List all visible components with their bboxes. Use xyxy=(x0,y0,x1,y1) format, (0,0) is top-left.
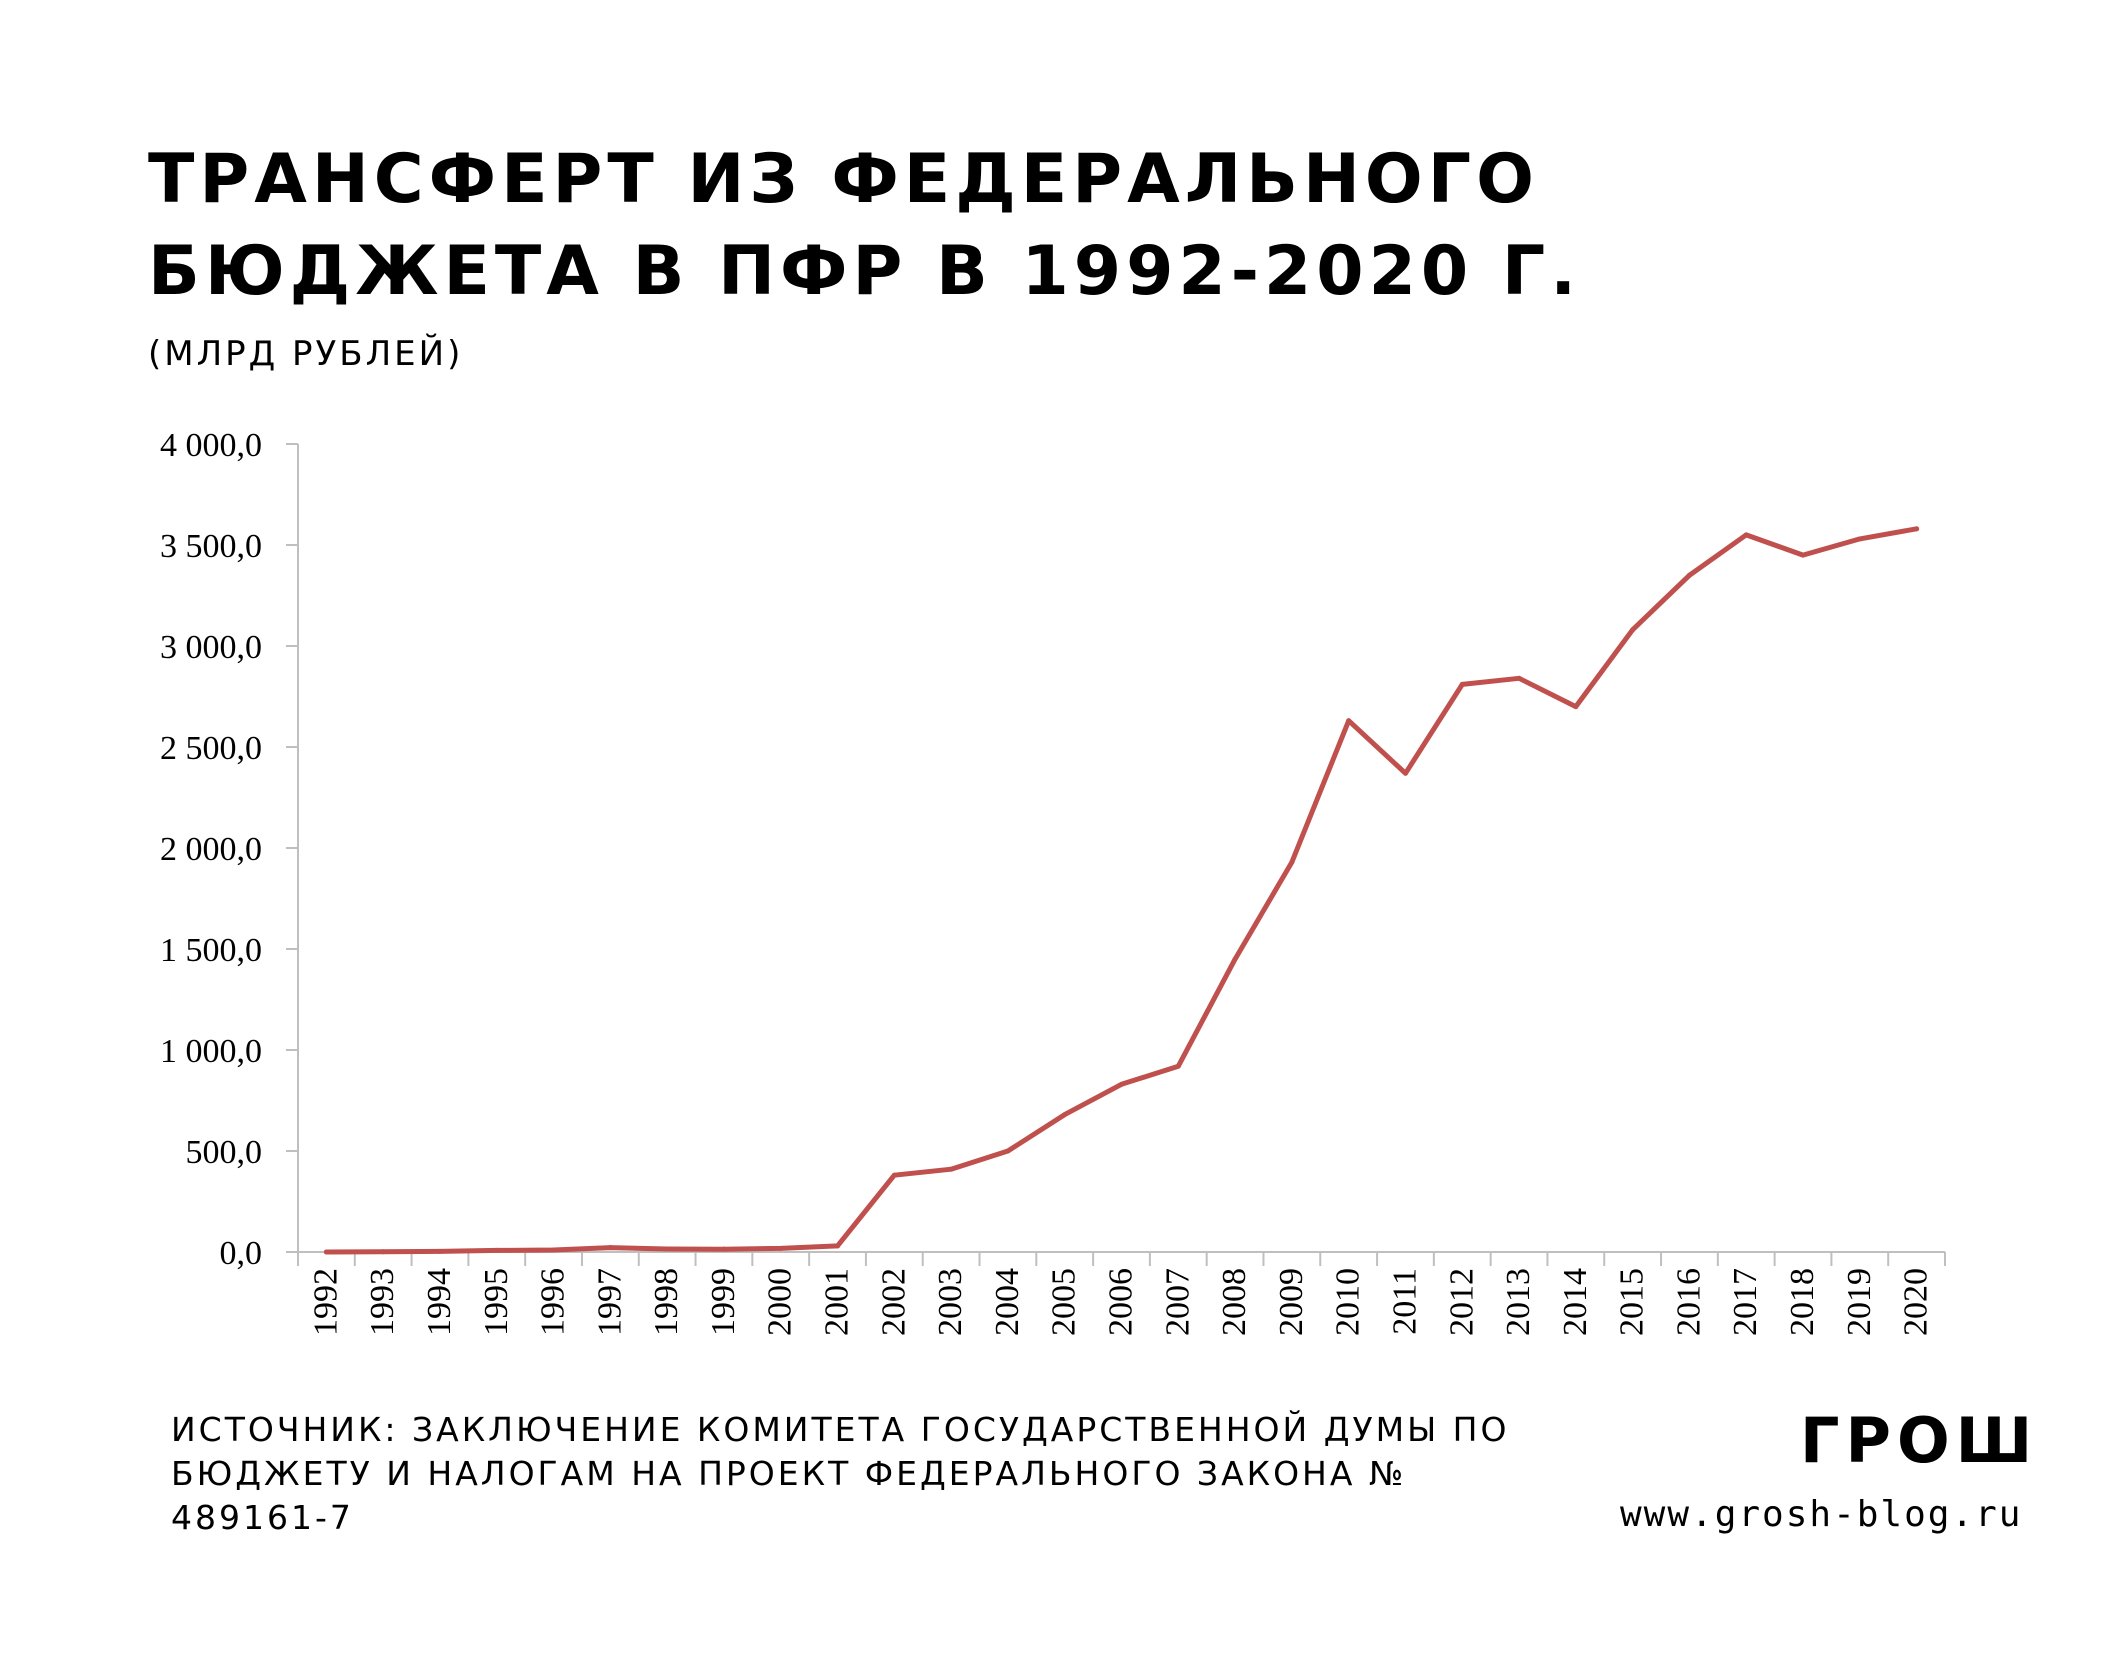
data-point xyxy=(1914,526,1920,532)
data-point xyxy=(551,1247,557,1253)
x-tick-label: 1999 xyxy=(705,1268,742,1336)
chart-axes xyxy=(297,444,1945,1253)
x-tick-label: 2011 xyxy=(1386,1268,1423,1335)
data-point xyxy=(380,1249,386,1255)
x-tick-label: 1994 xyxy=(421,1268,458,1336)
site-url: www.grosh-blog.ru xyxy=(1620,1494,2023,1535)
y-tick-label: 3 000,0 xyxy=(160,629,262,666)
grosh-logo: ГРОШ xyxy=(1800,1404,2039,1477)
x-tick-label: 2001 xyxy=(819,1268,856,1336)
data-point xyxy=(664,1246,670,1252)
data-point xyxy=(1232,956,1238,962)
data-point xyxy=(1630,627,1636,633)
chart-title: ТРАНСФЕРТ ИЗ ФЕДЕРАЛЬНОГО БЮДЖЕТА В ПФР … xyxy=(148,140,1582,311)
y-tick-label: 2 000,0 xyxy=(160,831,262,868)
y-tick-label: 1 500,0 xyxy=(160,932,262,969)
data-point xyxy=(721,1246,727,1252)
x-tick-label: 1995 xyxy=(478,1268,515,1336)
x-tick-label: 1997 xyxy=(591,1268,628,1336)
y-tick-label: 0,0 xyxy=(220,1235,263,1272)
x-tick-label: 1992 xyxy=(307,1268,344,1336)
x-tick-label: 2002 xyxy=(875,1268,912,1336)
data-point xyxy=(607,1245,613,1251)
data-point xyxy=(323,1249,329,1255)
unit-label: (МЛРД РУБЛЕЙ) xyxy=(148,334,464,374)
y-tick-label: 2 500,0 xyxy=(160,730,262,767)
x-tick-label: 2007 xyxy=(1159,1268,1196,1336)
data-point xyxy=(1800,552,1806,558)
data-point xyxy=(1119,1081,1124,1087)
y-tick-label: 500,0 xyxy=(186,1134,263,1171)
x-tick-label: 2019 xyxy=(1841,1268,1878,1336)
x-tick-label: 1998 xyxy=(648,1268,685,1336)
x-tick-label: 2016 xyxy=(1670,1268,1707,1336)
data-point xyxy=(891,1172,897,1178)
data-point xyxy=(1289,859,1295,865)
x-axis-ticks: 1992 1993 1994 1995 1996 1997 1998 1999 2000 2001… xyxy=(297,1252,1946,1336)
x-tick-label: 2014 xyxy=(1557,1268,1594,1336)
x-tick-label: 2008 xyxy=(1216,1268,1253,1336)
x-tick-label: 2005 xyxy=(1046,1268,1083,1336)
x-tick-label: 1996 xyxy=(535,1268,572,1336)
data-point xyxy=(1346,718,1352,724)
x-tick-label: 2010 xyxy=(1330,1268,1367,1336)
data-point xyxy=(1402,770,1408,776)
y-tick-label: 1 000,0 xyxy=(160,1033,262,1070)
data-point xyxy=(1175,1063,1181,1069)
x-tick-label: 2018 xyxy=(1784,1268,1821,1336)
x-tick-label: 2020 xyxy=(1898,1268,1935,1336)
data-point xyxy=(494,1247,500,1253)
data-point xyxy=(835,1243,841,1249)
x-tick-label: 2003 xyxy=(932,1268,969,1336)
data-point xyxy=(1686,572,1692,578)
data-point xyxy=(1062,1112,1068,1118)
data-point xyxy=(948,1166,954,1172)
x-tick-label: 1993 xyxy=(364,1268,401,1336)
data-point xyxy=(1516,675,1522,681)
x-tick-label: 2004 xyxy=(989,1268,1026,1336)
x-tick-label: 2015 xyxy=(1614,1268,1651,1336)
data-point xyxy=(437,1248,443,1254)
source-note: ИСТОЧНИК: ЗАКЛЮЧЕНИЕ КОМИТЕТА ГОСУДАРСТВ… xyxy=(171,1410,1510,1537)
x-tick-label: 2000 xyxy=(762,1268,799,1336)
series-line xyxy=(323,526,1920,1255)
data-point xyxy=(1005,1148,1011,1154)
y-axis-ticks: 0,0 500,0 1 000,0 1 500,0 2 000,0 2 500,0 3 00… xyxy=(160,427,298,1272)
x-tick-label: 2009 xyxy=(1273,1268,1310,1336)
data-point xyxy=(778,1245,784,1251)
y-tick-label: 4 000,0 xyxy=(160,427,262,464)
x-tick-label: 2006 xyxy=(1103,1268,1140,1336)
data-point xyxy=(1459,681,1465,687)
y-tick-label: 3 500,0 xyxy=(160,528,262,565)
data-point xyxy=(1573,704,1579,710)
x-tick-label: 2013 xyxy=(1500,1268,1537,1336)
x-tick-label: 2017 xyxy=(1727,1268,1764,1336)
chart-series xyxy=(323,526,1920,1255)
data-point xyxy=(1743,532,1749,538)
x-tick-label: 2012 xyxy=(1443,1268,1480,1336)
data-point xyxy=(1857,536,1863,542)
